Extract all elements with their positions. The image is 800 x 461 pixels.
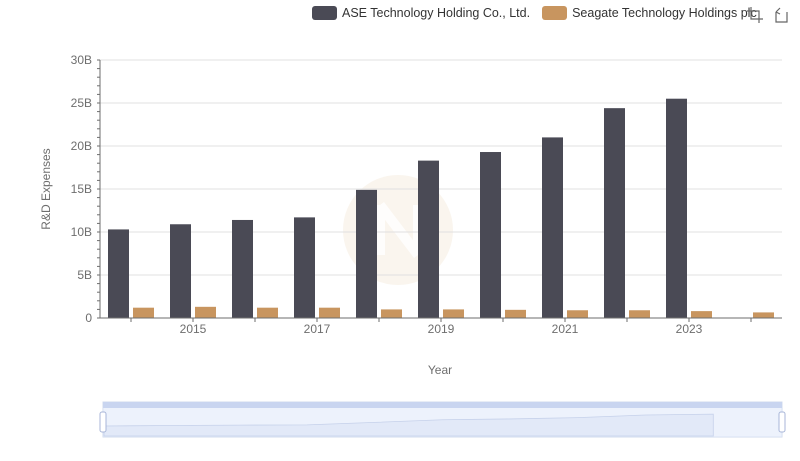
x-tick-label: 2019 [428,322,455,336]
data-zoom-handle-left[interactable] [99,411,107,433]
x-axis: 2015 2017 2019 2021 2023 [100,317,782,336]
bar [691,311,712,318]
legend: ASE Technology Holding Co., Ltd. Seagate… [312,4,769,22]
y-axis: 0 5B 10B 15B 20B 25B 30B [71,53,101,325]
x-tick-label: 2015 [180,322,207,336]
y-axis-title: R&D Expenses [39,148,53,229]
legend-swatch-ase [312,6,337,20]
bar [170,224,191,318]
legend-swatch-seagate [542,6,568,20]
restore-icon[interactable] [772,6,790,24]
bar [257,307,278,318]
y-tick-label: 15B [71,182,92,196]
data-zoom-slider[interactable] [99,401,786,438]
bar [294,217,315,318]
legend-item-ase[interactable]: ASE Technology Holding Co., Ltd. [312,6,530,20]
bar [381,309,402,318]
y-tick-label: 30B [71,53,92,67]
legend-label-ase: ASE Technology Holding Co., Ltd. [342,6,531,20]
bar [195,306,216,318]
x-tick-label: 2017 [304,322,331,336]
bar [629,310,650,318]
zoom-icon[interactable] [746,6,764,24]
bar [505,309,526,318]
y-tick-label: 25B [71,96,92,110]
legend-item-seagate[interactable]: Seagate Technology Holdings plc [542,6,757,20]
bar [542,137,563,318]
bar [567,310,588,318]
y-tick-label: 10B [71,225,92,239]
x-tick-label: 2023 [676,322,703,336]
bar [418,160,439,318]
bar [753,312,774,318]
y-tick-label: 5B [77,268,92,282]
bar [133,307,154,318]
bar [356,189,377,318]
bar [604,108,625,318]
data-zoom-handle-right[interactable] [778,411,786,433]
bar [443,309,464,318]
data-zoom-top-bar[interactable] [103,402,782,408]
toolbox [746,6,798,24]
legend-label-seagate: Seagate Technology Holdings plc [572,6,757,20]
y-tick-label: 0 [85,311,92,325]
x-tick-label: 2021 [552,322,579,336]
bar [319,307,340,318]
x-axis-title: Year [428,363,452,377]
bar [232,219,253,318]
y-tick-label: 20B [71,139,92,153]
bar [666,98,687,318]
bars [108,98,774,318]
bar [108,229,129,318]
bar [480,152,501,318]
